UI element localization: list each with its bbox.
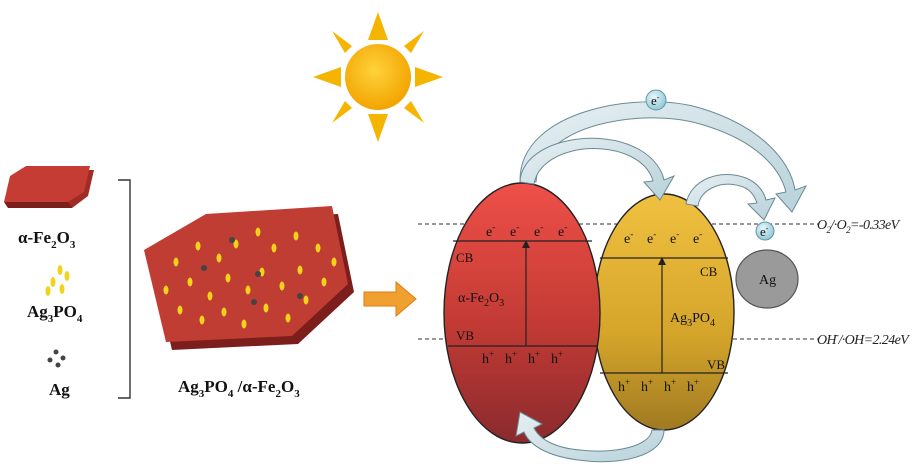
fe2o3-particle-label: α-Fe2O3 [458, 291, 504, 309]
fe2o3-particle [443, 182, 601, 444]
ag3po4-particles-icon [45, 265, 70, 296]
ag3po4-holes: h+ h+ h+ h+ [618, 377, 699, 395]
electron-label: e- [693, 229, 702, 247]
hole-label: h+ [687, 377, 699, 395]
electron-label: e- [624, 229, 633, 247]
hole-label: h+ [664, 377, 676, 395]
hole-label: h+ [641, 377, 653, 395]
fe2o3-cb-label: CB [456, 250, 474, 265]
ag-nanoparticle-label: Ag [759, 273, 776, 288]
ag3po4-electrons: e- e- e- e- [624, 229, 702, 247]
fe2o3-vb-label: VB [456, 328, 474, 343]
ag-nanoparticle [735, 249, 799, 309]
oh-potential-label: OH-/·OH=2.24eV [817, 330, 910, 348]
electron-label: e- [510, 222, 519, 240]
electron-transfer-arrow-inner [519, 137, 676, 201]
hole-label: h+ [618, 377, 630, 395]
electron-bubble-label: e- [651, 93, 660, 108]
sun-icon [313, 12, 443, 142]
hole-label: h+ [482, 349, 494, 367]
legend-ag-label: Ag [49, 380, 70, 399]
electron-bubble-label: e- [760, 224, 769, 239]
fe2o3-plate-icon [4, 166, 94, 208]
ag3po4-excitation-arrowhead [658, 257, 666, 265]
electron-label: e- [534, 222, 543, 240]
electron-label: e- [647, 229, 656, 247]
electron-label: e- [558, 222, 567, 240]
hole-label: h+ [505, 349, 517, 367]
ag3po4-cb-label: CB [700, 264, 718, 279]
fe2o3-holes: h+ h+ h+ h+ [482, 349, 563, 367]
composite-plate [144, 206, 354, 350]
ag3po4-particle-label: Ag3PO4 [670, 311, 715, 329]
fe2o3-excitation-arrowhead [522, 240, 530, 248]
legend-bracket [118, 179, 131, 399]
legend-fe2o3-label: α-Fe2O3 [18, 228, 76, 251]
electron-label: e- [486, 222, 495, 240]
composite-label: Ag3PO4 /α-Fe2O3 [178, 377, 300, 400]
right-arrow-icon [363, 280, 417, 318]
electron-bubble-ag: e- [755, 221, 775, 241]
electron-transfer-arrow-ag [685, 174, 776, 221]
electron-bubble-top: e- [645, 89, 667, 111]
ag3po4-vb-label: VB [707, 357, 725, 372]
legend-ag3po4-label: Ag3PO4 [27, 302, 83, 325]
hole-label: h+ [551, 349, 563, 367]
hole-label: h+ [528, 349, 540, 367]
electron-label: e- [670, 229, 679, 247]
electron-transfer-arrow-outer [519, 101, 808, 213]
hole-transfer-arrow [515, 411, 665, 463]
fe2o3-electrons: e- e- e- e- [486, 222, 567, 240]
o2-potential-label: O2/·O2=-0.33eV [817, 218, 901, 235]
ag-particles-icon [47, 349, 66, 368]
